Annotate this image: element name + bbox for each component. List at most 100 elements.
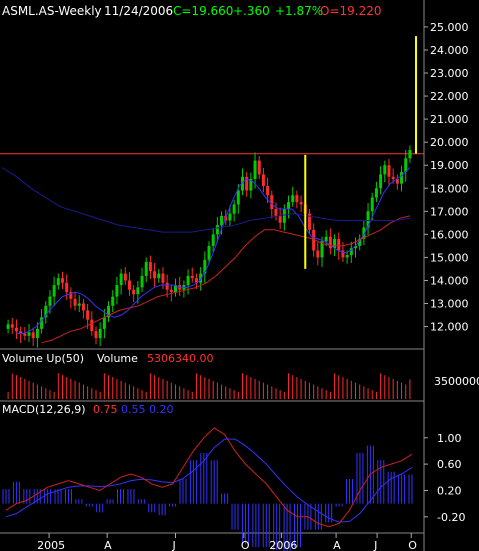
open-label: O=19.220 — [320, 4, 382, 18]
x-tick-label: 2005 — [37, 539, 65, 551]
price-tick-label: 22.000 — [430, 90, 469, 103]
candle-body — [157, 273, 161, 279]
candle-body — [266, 185, 270, 196]
candle-body — [161, 273, 165, 283]
candle-body — [194, 278, 198, 283]
candle-body — [391, 176, 395, 180]
candle-body — [23, 333, 27, 336]
candle-body — [148, 262, 152, 272]
candle-body — [358, 238, 362, 246]
candle-body — [165, 282, 169, 290]
candle-body — [282, 209, 286, 223]
candle-body — [10, 324, 14, 328]
candle-body — [220, 215, 224, 226]
candle-body — [215, 225, 219, 235]
candle-body — [299, 202, 303, 205]
candle-body — [295, 195, 299, 203]
candle-body — [132, 289, 136, 295]
price-tick-label: 20.000 — [430, 136, 469, 149]
candle-body — [349, 248, 353, 256]
candle-body — [111, 296, 115, 306]
candle-body — [40, 317, 44, 329]
candle-body — [190, 275, 194, 279]
symbol-label: ASML.AS-Weekly — [2, 4, 102, 18]
candle-body — [174, 285, 178, 292]
candle-body — [370, 197, 374, 212]
candle-body — [169, 289, 173, 292]
candle-body — [337, 238, 341, 251]
candle-body — [127, 280, 131, 290]
candle-body — [379, 174, 383, 189]
price-tick-label: 15.000 — [430, 251, 469, 264]
candle-body — [307, 213, 311, 230]
x-tick-label: O — [408, 539, 417, 551]
candle-body — [249, 179, 253, 191]
macd-line — [5, 427, 413, 528]
price-tick-label: 13.000 — [430, 298, 469, 311]
price-tick-label: 17.000 — [430, 205, 469, 218]
x-tick-label: J — [373, 539, 377, 551]
date-label: 11/24/2006 — [104, 4, 173, 18]
candle-body — [65, 282, 69, 292]
macd-value-1: 0.75 — [93, 403, 118, 416]
candle-body — [69, 291, 73, 299]
candle-body — [211, 234, 215, 246]
x-tick-label: A — [333, 539, 341, 551]
ma-slow-line — [41, 215, 411, 344]
candle-body — [107, 305, 111, 318]
candle-body — [102, 317, 106, 329]
candle-body — [345, 255, 349, 258]
candle-body — [56, 278, 60, 286]
candle-body — [77, 303, 81, 306]
macd-label: MACD(12,26,9) — [2, 403, 86, 416]
price-tick-label: 14.000 — [430, 274, 469, 287]
price-tick-label: 24.000 — [430, 44, 469, 57]
macd-tick-label: 0.60 — [437, 458, 462, 471]
candle-body — [236, 190, 240, 205]
candle-body — [119, 273, 123, 286]
volume-bars — [7, 373, 411, 399]
candle-body — [387, 165, 391, 177]
candle-body — [366, 211, 370, 228]
candle-body — [115, 285, 119, 297]
x-tick-label: J — [172, 539, 176, 551]
x-tick-label: A — [104, 539, 112, 551]
close-label: C=19.660 — [173, 4, 233, 18]
candle-body — [140, 275, 144, 288]
candle-body — [199, 273, 203, 283]
candle-body — [48, 296, 52, 306]
candle-body — [353, 245, 357, 249]
price-tick-label: 25.000 — [430, 21, 469, 34]
candle-body — [287, 202, 291, 210]
candle-body — [186, 275, 190, 286]
macd-tick-label: 1.00 — [437, 432, 462, 445]
change-pct-label: +1.87% — [275, 4, 323, 18]
candle-body — [86, 310, 90, 320]
macd-panel: 1.00 0.60 0.20 -0.20 — [2, 427, 465, 551]
candle-body — [90, 319, 94, 332]
candle-body — [81, 303, 85, 311]
macd-tick-label: 0.20 — [437, 484, 462, 497]
price-tick-label: 12.000 — [430, 321, 469, 334]
candle-body — [324, 236, 328, 242]
candle-body — [261, 174, 265, 186]
candle-body — [27, 332, 31, 336]
ma-fast-line — [16, 167, 411, 334]
candle-body — [408, 150, 412, 159]
macd-value-2: 0.55 — [121, 403, 146, 416]
candle-body — [383, 165, 387, 175]
candle-body — [19, 331, 23, 334]
price-panel: 25.000 24.000 23.000 22.000 21.000 20.000 19.0… — [0, 21, 469, 348]
candle-body — [232, 204, 236, 214]
price-tick-label: 16.000 — [430, 228, 469, 241]
candle-body — [274, 209, 278, 216]
macd-signal-line — [5, 438, 413, 523]
candle-body — [123, 273, 127, 281]
volume-tick: 3500000 — [434, 375, 479, 388]
candle-body — [35, 328, 39, 339]
candle-body — [61, 278, 65, 283]
candle-body — [98, 328, 102, 339]
candle-body — [270, 195, 274, 210]
candle-body — [316, 250, 320, 258]
